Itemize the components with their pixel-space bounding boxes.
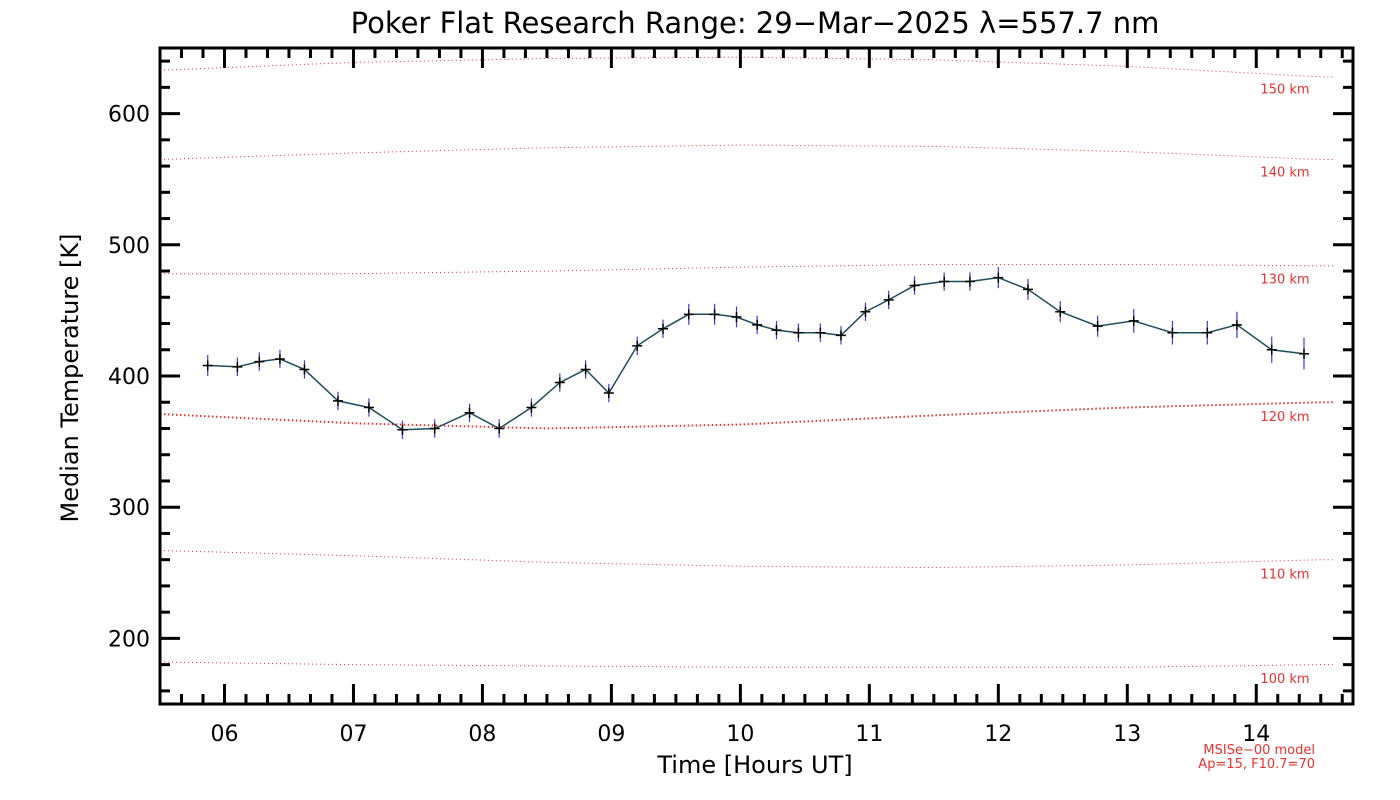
data-point: [683, 309, 694, 320]
y-tick-label: 200: [108, 627, 150, 652]
model-params-note: Ap=15, F10.7=70: [1198, 757, 1315, 772]
y-tick-label: 300: [108, 496, 150, 521]
reference-curves: [159, 56, 1334, 668]
reference-label-100km: 100 km: [1260, 672, 1309, 687]
x-tick-label: 10: [726, 722, 754, 747]
data-point: [1167, 327, 1178, 338]
data-point: [909, 280, 920, 291]
data-point: [332, 395, 343, 406]
data-point: [1055, 306, 1066, 317]
x-tick-label: 13: [1113, 722, 1141, 747]
data-point: [1231, 319, 1242, 330]
data-point: [860, 306, 871, 317]
reference-label-110km: 110 km: [1260, 567, 1309, 582]
data-point: [580, 364, 591, 375]
chart-title: Poker Flat Research Range: 29−Mar−2025 λ…: [351, 6, 1160, 40]
x-axis-label: Time [Hours UT]: [656, 751, 852, 779]
reference-label-150km: 150 km: [1260, 82, 1309, 97]
data-point: [815, 327, 826, 338]
x-tick-label: 06: [210, 722, 238, 747]
model-note: MSISe−00 model: [1203, 743, 1315, 758]
data-point: [254, 356, 265, 367]
x-tick-label: 08: [468, 722, 496, 747]
x-tick-label: 11: [855, 722, 883, 747]
temperature-line: [207, 276, 1305, 431]
data-point: [1266, 344, 1277, 355]
data-point: [299, 364, 310, 375]
data-point: [731, 311, 742, 322]
data-point: [232, 361, 243, 372]
reference-curve-labels: 100 km 110 km 120 km 130 km 140 km 150 km: [1260, 82, 1309, 687]
data-point: [1022, 284, 1033, 295]
data-point: [202, 360, 213, 371]
reference-curve-140km: [159, 144, 1334, 160]
data-point: [274, 353, 285, 364]
reference-curve-120km: [159, 401, 1334, 430]
reference-curve-150km: [159, 56, 1334, 78]
plot-frame: [158, 46, 1355, 706]
data-point: [554, 377, 565, 388]
x-tick-label: 09: [597, 722, 625, 747]
reference-label-120km: 120 km: [1260, 410, 1309, 425]
reference-curve-110km: [159, 550, 1334, 568]
data-point: [793, 327, 804, 338]
data-point: [752, 319, 763, 330]
data-point: [429, 423, 440, 434]
data-point: [363, 402, 374, 413]
x-tick-label: 14: [1242, 722, 1270, 747]
reference-label-140km: 140 km: [1260, 165, 1309, 180]
tick-labels: 06 07 08 09 10 11 12 13 14 200 300 400 500 600: [108, 103, 1270, 747]
data-point: [1128, 315, 1139, 326]
y-tick-label: 400: [108, 365, 150, 390]
y-axis-label: Median Temperature [K]: [56, 233, 84, 522]
data-point: [657, 323, 668, 334]
data-point: [883, 294, 894, 305]
axis-ticks: [158, 48, 1353, 704]
data-point: [939, 276, 950, 287]
data-point: [964, 276, 975, 287]
data-point: [464, 407, 475, 418]
data-point: [603, 388, 614, 399]
x-tick-label: 12: [984, 722, 1012, 747]
reference-curve-130km: [160, 264, 1334, 275]
data-point: [709, 309, 720, 320]
reference-label-130km: 130 km: [1260, 273, 1309, 288]
data-point: [632, 340, 643, 351]
data-point: [835, 330, 846, 341]
data-point: [526, 402, 537, 413]
data-point: [1202, 327, 1213, 338]
data-point: [771, 325, 782, 336]
data-point: [397, 424, 408, 435]
data-point: [1092, 321, 1103, 332]
reference-curve-100km: [159, 661, 1334, 668]
y-tick-label: 500: [108, 234, 150, 259]
data-point: [494, 423, 505, 434]
x-tick-label: 07: [339, 722, 367, 747]
data-point: [1298, 348, 1309, 359]
data-series: [202, 267, 1309, 439]
y-tick-label: 600: [108, 103, 150, 128]
data-point: [993, 272, 1004, 283]
